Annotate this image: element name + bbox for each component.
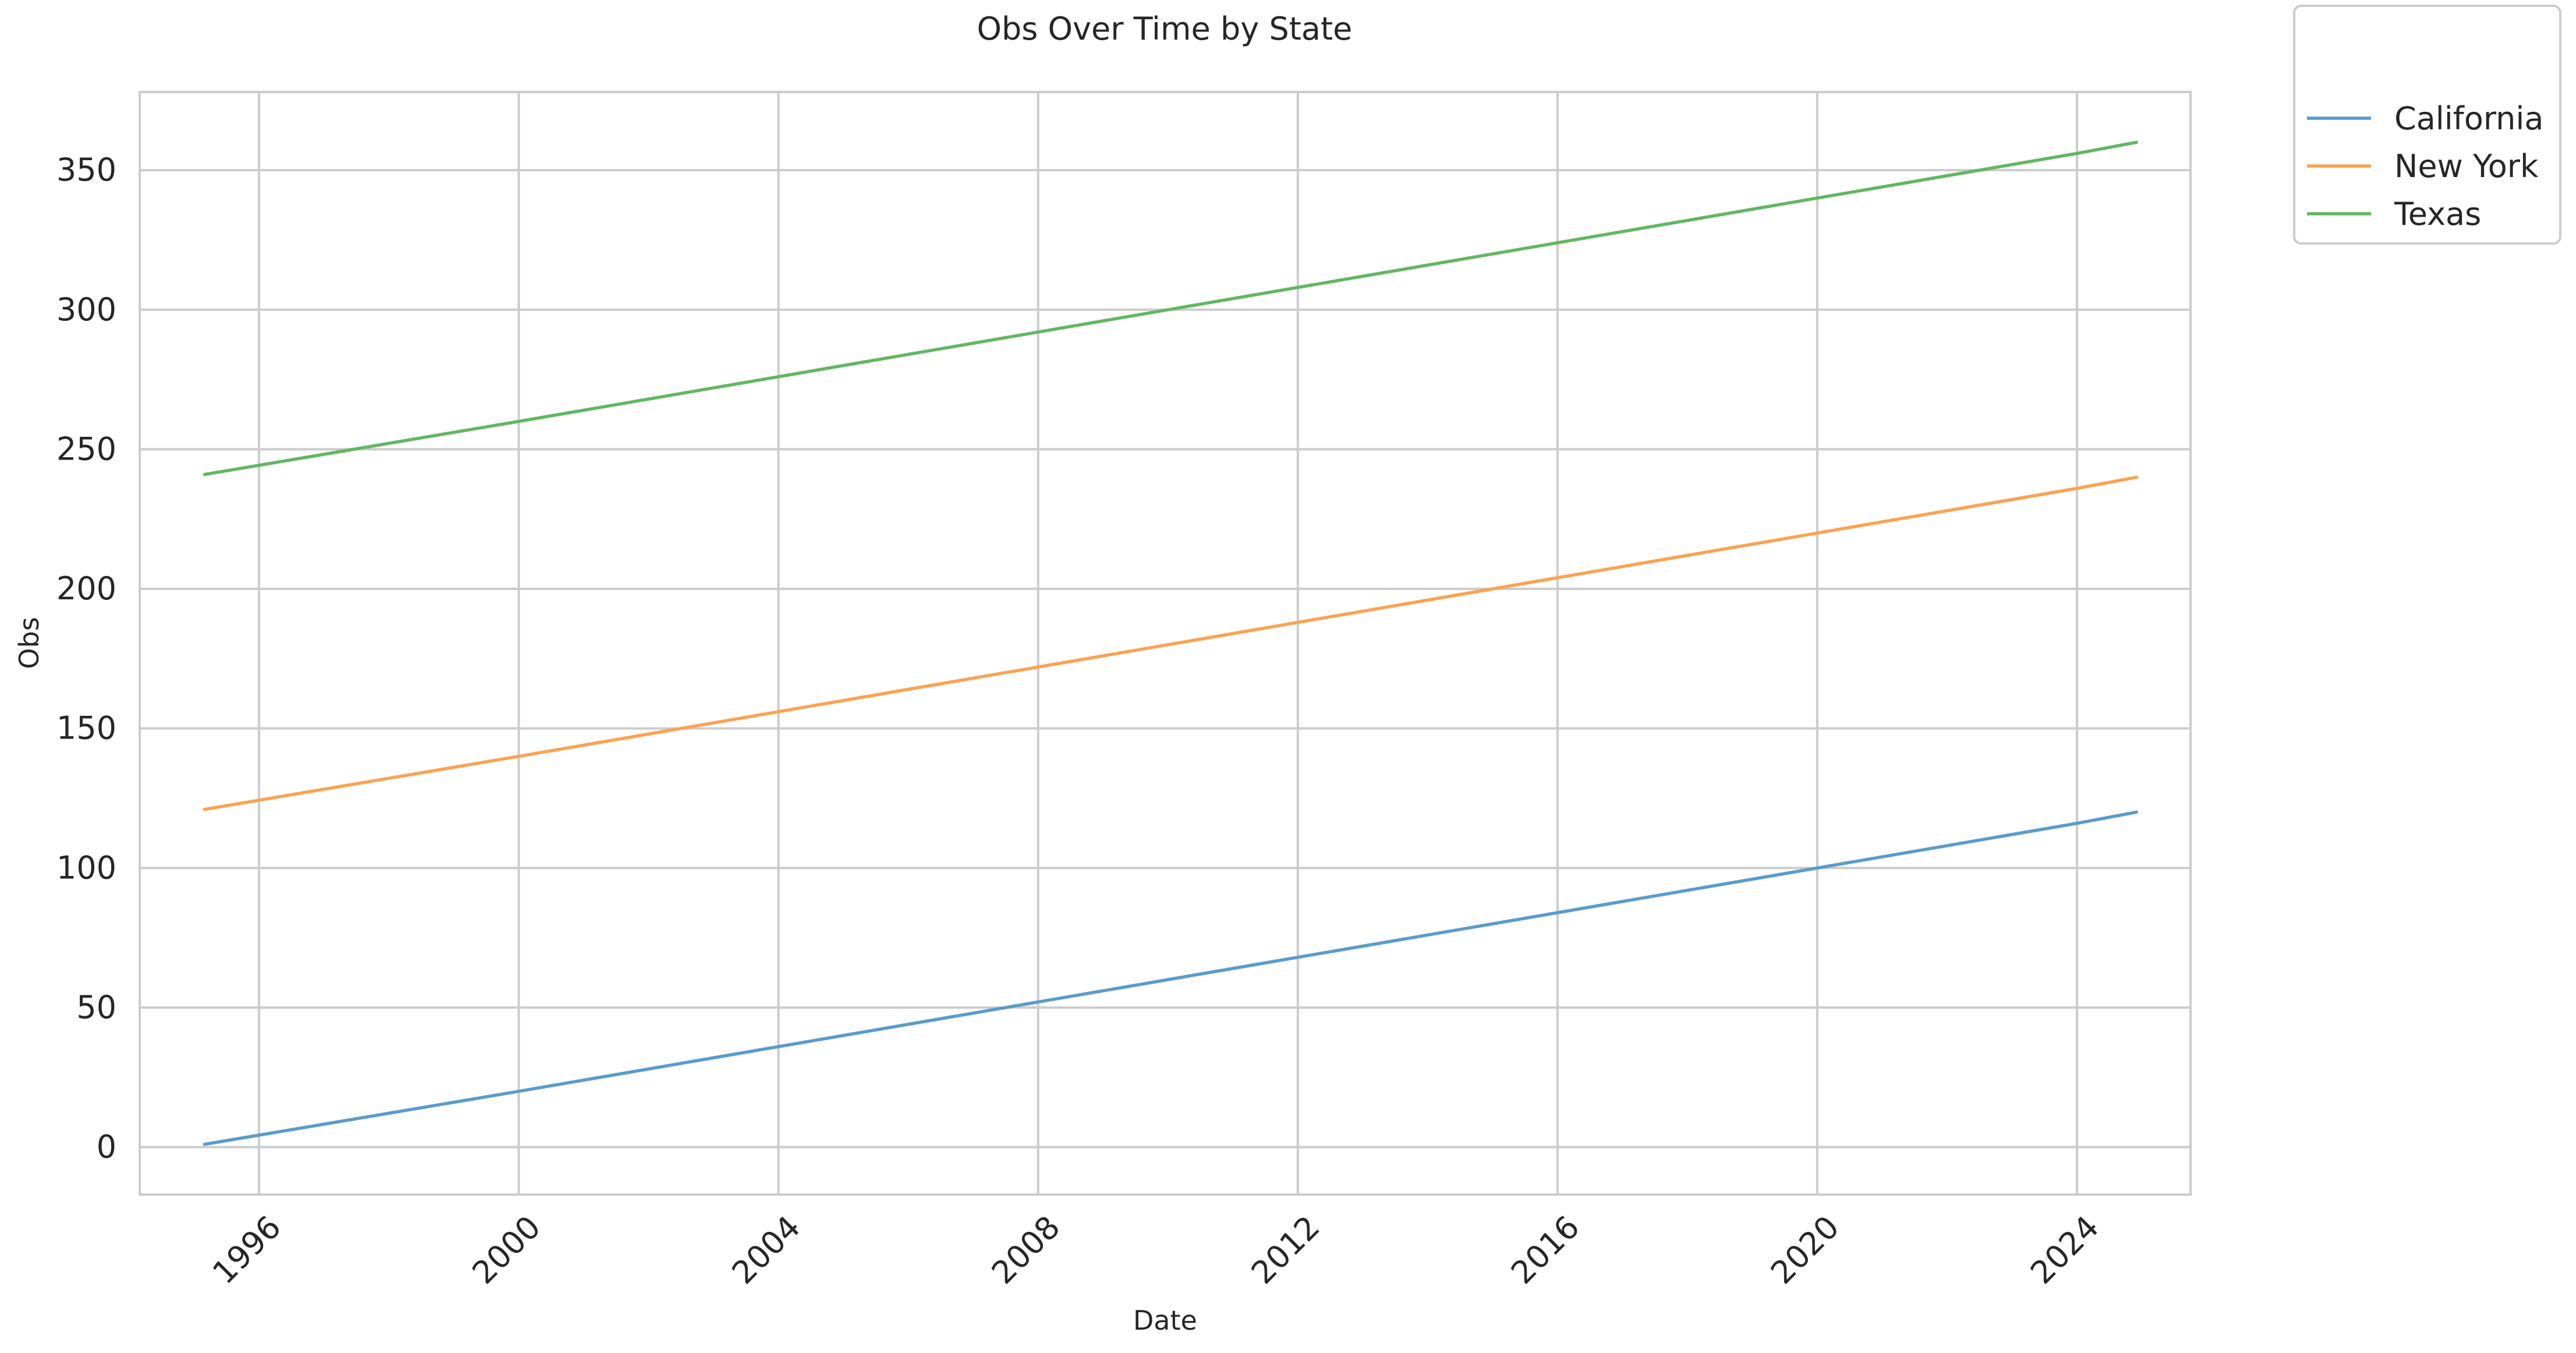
y-tick-label: 100 bbox=[56, 849, 116, 886]
plot-frame bbox=[139, 91, 2192, 1196]
series-line-new-york bbox=[203, 475, 2138, 811]
y-tick-label: 250 bbox=[56, 430, 116, 467]
legend-entries: California New York Texas bbox=[2307, 100, 2543, 232]
y-tick-label: 0 bbox=[97, 1129, 116, 1165]
y-tick-label: 300 bbox=[56, 291, 116, 328]
y-tick-label: 350 bbox=[56, 151, 116, 188]
grid-lines bbox=[140, 92, 2191, 1195]
chart-title: Obs Over Time by State bbox=[977, 10, 1353, 47]
legend-frame bbox=[2293, 5, 2561, 245]
legend-label: New York bbox=[2394, 148, 2539, 185]
series-line-texas bbox=[203, 140, 2138, 476]
series-line-california bbox=[203, 810, 2138, 1146]
legend-label: Texas bbox=[2394, 196, 2481, 232]
y-tick-label: 200 bbox=[56, 570, 116, 607]
x-axis-label: Date bbox=[1133, 1305, 1197, 1336]
y-axis-ticks: 0 50 100 150 200 250 300 350 bbox=[56, 151, 116, 1165]
y-tick-label: 50 bbox=[76, 989, 116, 1026]
legend: California New York Texas bbox=[2293, 5, 2561, 245]
plot-area bbox=[139, 91, 2192, 1196]
legend-label: California bbox=[2394, 100, 2543, 137]
y-axis-label: Obs bbox=[13, 617, 45, 669]
series-lines bbox=[203, 140, 2138, 1146]
y-tick-label: 150 bbox=[56, 710, 116, 747]
plot-background bbox=[140, 92, 2191, 1195]
